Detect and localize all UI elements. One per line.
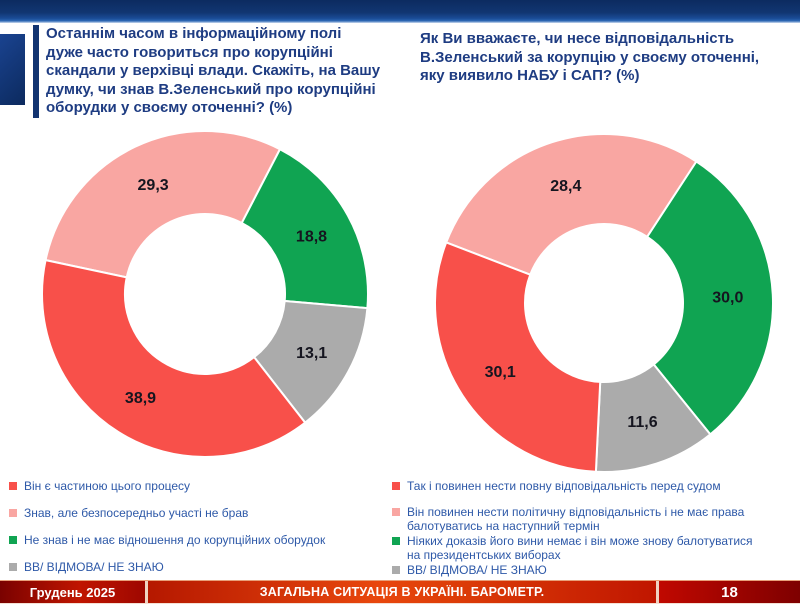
slice-value-label: 28,4	[550, 178, 581, 195]
legend-swatch	[392, 482, 400, 490]
legend-swatch	[392, 537, 400, 545]
legend-item: ВВ/ ВІДМОВА/ НЕ ЗНАЮ	[9, 560, 387, 574]
slice-value-label: 18,8	[296, 228, 327, 245]
legend-item: ВВ/ ВІДМОВА/ НЕ ЗНАЮ	[392, 563, 796, 577]
donut-chart-left: 29,3 18,8 13,1 38,9	[41, 130, 369, 458]
legend-item: Він є частиною цього процесу	[9, 479, 387, 493]
legend-item: Ніяких доказів його вини немає і він мож…	[392, 534, 796, 562]
donut-chart-right: 28,4 30,0 11,6 30,1	[434, 133, 774, 473]
top-band	[0, 0, 800, 23]
legend-label: ВВ/ ВІДМОВА/ НЕ ЗНАЮ	[407, 563, 547, 577]
footer-page-number: 18	[659, 581, 800, 603]
legend-label: Знав, але безпосередньо участі не брав	[24, 506, 249, 520]
question-left: Останнім часом в інформаційному полі дуж…	[33, 25, 436, 118]
question-right: Як Ви вважаєте, чи несе відповідальність…	[420, 30, 760, 84]
legend-swatch	[9, 563, 17, 571]
legend-label: ВВ/ ВІДМОВА/ НЕ ЗНАЮ	[24, 560, 164, 574]
footer-separator	[145, 581, 148, 603]
legend-left: Він є частиною цього процесу Знав, але бе…	[9, 479, 387, 587]
slice-value-label: 29,3	[138, 177, 169, 194]
legend-label: Не знав і не має відношення до корупційн…	[24, 533, 326, 547]
slice-value-label: 13,1	[296, 345, 327, 362]
legend-item: Не знав і не має відношення до корупційн…	[9, 533, 387, 547]
footer-date: Грудень 2025	[0, 581, 145, 603]
slice-value-label: 11,6	[627, 414, 657, 431]
donut-slice	[44, 130, 282, 279]
donut-slice	[240, 147, 369, 310]
legend-label: Він повинен нести політичну відповідальн…	[407, 505, 745, 533]
donut-slice	[434, 241, 602, 473]
legend-swatch	[392, 508, 400, 516]
donut-slice	[41, 258, 307, 458]
footer-separator	[656, 581, 659, 603]
legend-item: Так і повинен нести повну відповідальніс…	[392, 479, 796, 493]
slice-value-label: 30,0	[712, 290, 743, 307]
legend-swatch	[9, 509, 17, 517]
slice-value-label: 38,9	[125, 390, 156, 407]
footer-bar: Грудень 2025 ЗАГАЛЬНА СИТУАЦІЯ В УКРАЇНІ…	[0, 580, 800, 604]
slice-value-label: 30,1	[485, 364, 516, 381]
legend-label: Він є частиною цього процесу	[24, 479, 191, 493]
donut-slice	[645, 160, 774, 436]
legend-swatch	[9, 536, 17, 544]
legend-item: Знав, але безпосередньо участі не брав	[9, 506, 387, 520]
left-accent-block	[0, 34, 25, 105]
legend-label: Ніяких доказів його вини немає і він мож…	[407, 534, 753, 562]
legend-item: Він повинен нести політичну відповідальн…	[392, 505, 796, 533]
footer-title: ЗАГАЛЬНА СИТУАЦІЯ В УКРАЇНІ. БАРОМЕТР.	[148, 581, 656, 603]
legend-swatch	[9, 482, 17, 490]
legend-label: Так і повинен нести повну відповідальніс…	[407, 479, 721, 493]
donut-slice	[444, 133, 698, 276]
legend-swatch	[392, 566, 400, 574]
legend-right: Так і повинен нести повну відповідальніс…	[392, 479, 796, 578]
